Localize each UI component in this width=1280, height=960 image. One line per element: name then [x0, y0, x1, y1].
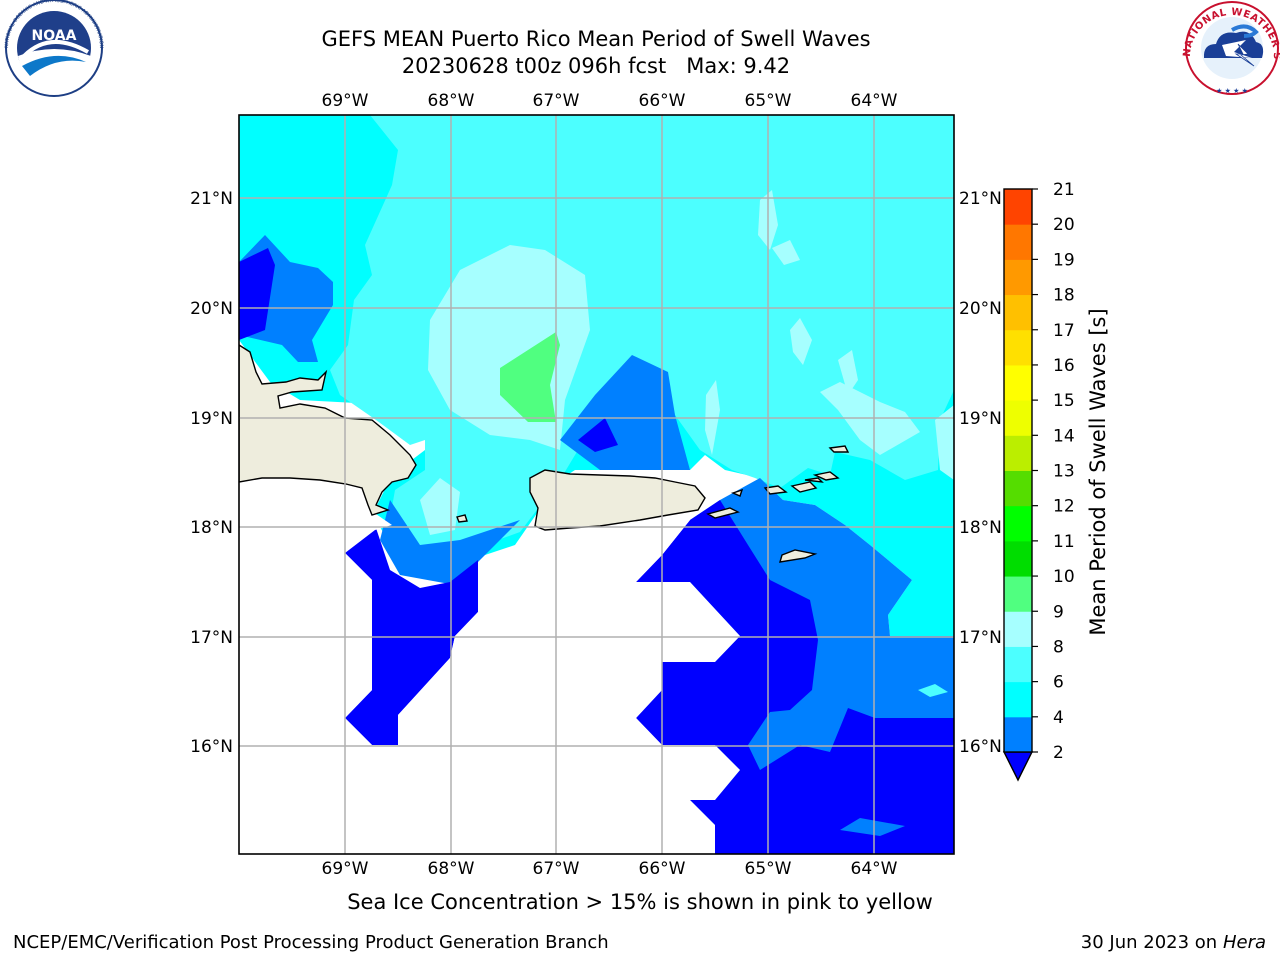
colorbar-swatch	[1004, 189, 1032, 225]
colorbar-tick-label: 6	[1053, 673, 1064, 693]
colorbar-tick-label: 16	[1053, 356, 1075, 376]
lat-label-right: 16°N	[959, 737, 1002, 757]
lat-label-left: 18°N	[190, 518, 233, 538]
contour-patch	[380, 500, 520, 585]
lat-label-right: 21°N	[959, 189, 1002, 209]
no-data-region	[239, 480, 392, 745]
lon-label-top: 64°W	[851, 91, 898, 111]
colorbar-swatch	[1004, 470, 1032, 507]
lon-label-top: 67°W	[533, 91, 580, 111]
lat-label-left: 16°N	[190, 737, 233, 757]
colorbar-swatch	[1004, 329, 1032, 366]
colorbar: 2 4 6 8 9 10 11 12 13 14 15 16 17 18 19 20 21	[1002, 180, 1075, 782]
contour-patch	[420, 478, 460, 535]
colorbar-swatch	[1004, 681, 1032, 718]
land-masses	[239, 344, 850, 563]
lon-label-top: 69°W	[322, 91, 369, 111]
colorbar-tick-label: 20	[1053, 215, 1075, 235]
colorbar-swatch	[1004, 505, 1032, 542]
lat-label-left: 19°N	[190, 409, 233, 429]
lon-label-top: 68°W	[428, 91, 475, 111]
lon-label-top: 66°W	[639, 91, 686, 111]
contour-band-under-2-north	[578, 418, 618, 452]
lat-label-right: 17°N	[959, 628, 1002, 648]
st-croix	[779, 549, 818, 563]
colorbar-label: Mean Period of Swell Waves [s]	[1086, 308, 1110, 635]
contour-band-9-10	[500, 332, 560, 422]
colorbar-tick-label: 8	[1053, 637, 1064, 657]
colorbar-swatch	[1004, 224, 1032, 260]
colorbar-tick-label: 4	[1053, 708, 1064, 728]
colorbar-swatch	[1004, 364, 1032, 401]
contour-patch	[935, 405, 954, 480]
lat-label-left: 17°N	[190, 628, 233, 648]
svg-text:★ ★ ★ ★: ★ ★ ★ ★	[1216, 87, 1248, 95]
contour-patch	[790, 318, 812, 365]
colorbar-tick-label: 18	[1053, 286, 1075, 306]
lon-label-bottom: 69°W	[322, 859, 369, 879]
colorbar-tick-label: 19	[1053, 250, 1075, 270]
nws-ring-text: NATIONAL WEATHER SERVICE	[0, 0, 1280, 60]
colorbar-tick-label: 13	[1053, 462, 1075, 482]
nws-logo: NATIONAL WEATHER SERVICE ★ ★ ★ ★	[0, 0, 1280, 95]
map-title: GEFS MEAN Puerto Rico Mean Period of Swe…	[321, 27, 871, 51]
contour-patch	[918, 684, 948, 697]
lon-label-bottom: 66°W	[639, 859, 686, 879]
noaa-logo-text: NOAA	[32, 28, 77, 44]
contour-patch	[772, 240, 800, 265]
colorbar-tick-label: 15	[1053, 391, 1075, 411]
colorbar-swatch	[1004, 400, 1032, 436]
lon-label-bottom: 68°W	[428, 859, 475, 879]
colorbar-tick-label: 11	[1053, 532, 1075, 552]
colorbar-swatch	[1004, 435, 1032, 471]
lon-label-bottom: 65°W	[745, 859, 792, 879]
sea-ice-caption: Sea Ice Concentration > 15% is shown in …	[347, 890, 933, 914]
footer-credit: NCEP/EMC/Verification Post Processing Pr…	[13, 932, 609, 953]
colorbar-tick-label: 2	[1053, 743, 1064, 763]
map-frame	[238, 114, 955, 855]
colorbar-extension	[1002, 751, 1034, 782]
noaa-logo: NOAA NATIONAL OCEANIC AND ATMOSPHERIC AD…	[0, 0, 104, 97]
colorbar-swatch	[1004, 540, 1032, 577]
svg-text:NATIONAL WEATHER SERVICE: NATIONAL WEATHER SERVICE	[0, 0, 1280, 60]
colorbar-swatch	[1004, 646, 1032, 683]
lat-label-right: 18°N	[959, 518, 1002, 538]
map-subtitle: 20230628 t00z 096h fcst Max: 9.42	[401, 54, 791, 78]
hispaniola	[239, 344, 417, 516]
contour-band-under-2-west	[239, 248, 275, 340]
virgin-islands	[706, 445, 850, 519]
footer-date: 30 Jun 2023 on Hera	[1081, 932, 1266, 953]
no-data-region	[239, 470, 740, 854]
colorbar-swatch	[1004, 611, 1032, 647]
contour-patch	[838, 350, 858, 395]
lon-label-bottom: 64°W	[851, 859, 898, 879]
lat-label-left: 21°N	[190, 189, 233, 209]
colorbar-swatch	[1004, 716, 1032, 753]
colorbar-tick-label: 9	[1053, 602, 1064, 622]
lon-label-bottom: 67°W	[533, 859, 580, 879]
gridlines	[239, 115, 954, 854]
colorbar-swatch	[1004, 294, 1032, 331]
lat-label-right: 20°N	[959, 299, 1002, 319]
mona-island	[456, 514, 468, 523]
lon-label-top: 65°W	[745, 91, 792, 111]
colorbar-swatch	[1004, 259, 1032, 296]
footer-date-text: 30 Jun 2023 on	[1080, 932, 1218, 953]
contour-band-under-2-south-a	[345, 525, 478, 745]
colorbar-swatch	[1004, 576, 1032, 612]
lat-label-left: 20°N	[190, 299, 233, 319]
contour-patch	[840, 818, 905, 836]
lat-label-right: 19°N	[959, 409, 1002, 429]
colorbar-tick-label: 10	[1053, 567, 1075, 587]
colorbar-tick-label: 21	[1053, 180, 1075, 200]
colorbar-tick-label: 17	[1053, 321, 1075, 341]
colorbar-tick-label: 14	[1053, 426, 1075, 446]
footer-machine: Hera	[1222, 932, 1266, 953]
colorbar-tick-label: 12	[1053, 497, 1075, 517]
